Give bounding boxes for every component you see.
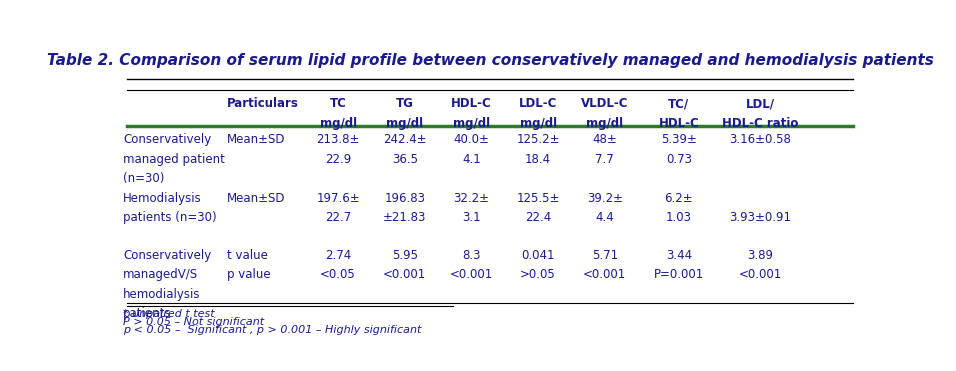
- Text: 0.041: 0.041: [521, 249, 554, 262]
- Text: 18.4: 18.4: [525, 152, 552, 165]
- Text: Conservatively: Conservatively: [123, 249, 211, 262]
- Text: patients: patients: [123, 307, 172, 320]
- Text: mg/dl: mg/dl: [319, 117, 357, 130]
- Text: managedV/S: managedV/S: [123, 268, 198, 281]
- Text: HDL-C ratio: HDL-C ratio: [722, 117, 798, 130]
- Text: patients (n=30): patients (n=30): [123, 211, 217, 224]
- Text: 3.16±0.58: 3.16±0.58: [729, 133, 792, 146]
- Text: 3.1: 3.1: [462, 211, 481, 224]
- Text: LDL/: LDL/: [746, 97, 775, 110]
- Text: LDL-C: LDL-C: [519, 97, 557, 110]
- Text: Particulars: Particulars: [227, 97, 299, 110]
- Text: p value: p value: [227, 268, 271, 281]
- Text: hemodialysis: hemodialysis: [123, 288, 201, 301]
- Text: 5.95: 5.95: [392, 249, 418, 262]
- Text: P=0.001: P=0.001: [654, 268, 704, 281]
- Text: 32.2±: 32.2±: [453, 192, 489, 205]
- Text: 22.7: 22.7: [325, 211, 351, 224]
- Text: 39.2±: 39.2±: [587, 192, 622, 205]
- Text: 3.93±0.91: 3.93±0.91: [729, 211, 792, 224]
- Text: (n=30): (n=30): [123, 172, 164, 185]
- Text: 4.1: 4.1: [462, 152, 481, 165]
- Text: 22.4: 22.4: [525, 211, 552, 224]
- Text: Mean±SD: Mean±SD: [227, 192, 286, 205]
- Text: 4.4: 4.4: [596, 211, 614, 224]
- Text: 3.89: 3.89: [748, 249, 773, 262]
- Text: ±21.83: ±21.83: [383, 211, 426, 224]
- Text: Table 2. Comparison of serum lipid profile between conservatively managed and he: Table 2. Comparison of serum lipid profi…: [47, 53, 933, 68]
- Text: 7.7: 7.7: [596, 152, 614, 165]
- Text: 196.83: 196.83: [384, 192, 425, 205]
- Text: 40.0±: 40.0±: [453, 133, 489, 146]
- Text: >0.05: >0.05: [520, 268, 556, 281]
- Text: TG: TG: [396, 97, 414, 110]
- Text: t value: t value: [227, 249, 268, 262]
- Text: 5.71: 5.71: [592, 249, 618, 262]
- Text: 125.5±: 125.5±: [516, 192, 560, 205]
- Text: 22.9: 22.9: [325, 152, 351, 165]
- Text: <0.001: <0.001: [583, 268, 626, 281]
- Text: p < 0.05 –  Significant , p > 0.001 – Highly significant: p < 0.05 – Significant , p > 0.001 – Hig…: [123, 325, 422, 335]
- Text: 3.44: 3.44: [665, 249, 692, 262]
- Text: <0.05: <0.05: [320, 268, 356, 281]
- Text: 8.3: 8.3: [462, 249, 481, 262]
- Text: VLDL-C: VLDL-C: [581, 97, 628, 110]
- Text: <0.001: <0.001: [739, 268, 782, 281]
- Text: Hemodialysis: Hemodialysis: [123, 192, 202, 205]
- Text: 1.03: 1.03: [666, 211, 692, 224]
- Text: managed patient: managed patient: [123, 152, 225, 165]
- Text: 5.39±: 5.39±: [661, 133, 697, 146]
- Text: 125.2±: 125.2±: [516, 133, 560, 146]
- Text: 48±: 48±: [593, 133, 618, 146]
- Text: mg/dl: mg/dl: [386, 117, 424, 130]
- Text: HDL-C: HDL-C: [451, 97, 491, 110]
- Text: TC: TC: [330, 97, 346, 110]
- Text: HDL-C: HDL-C: [659, 117, 699, 130]
- Text: 36.5: 36.5: [392, 152, 418, 165]
- Text: mg/dl: mg/dl: [519, 117, 556, 130]
- Text: 197.6±: 197.6±: [316, 192, 359, 205]
- Text: mg/dl: mg/dl: [453, 117, 490, 130]
- Text: <0.001: <0.001: [450, 268, 493, 281]
- Text: <0.001: <0.001: [383, 268, 426, 281]
- Text: mg/dl: mg/dl: [586, 117, 623, 130]
- Text: 6.2±: 6.2±: [664, 192, 693, 205]
- Text: TC/: TC/: [668, 97, 689, 110]
- Text: Conservatively: Conservatively: [123, 133, 211, 146]
- Text: 213.8±: 213.8±: [316, 133, 359, 146]
- Text: 0.73: 0.73: [666, 152, 692, 165]
- Text: 2.74: 2.74: [325, 249, 351, 262]
- Text: P > 0.05 – Not significant: P > 0.05 – Not significant: [123, 317, 264, 327]
- Text: 242.4±: 242.4±: [383, 133, 426, 146]
- Text: Mean±SD: Mean±SD: [227, 133, 286, 146]
- Text: * unpaired t test: * unpaired t test: [123, 309, 215, 319]
